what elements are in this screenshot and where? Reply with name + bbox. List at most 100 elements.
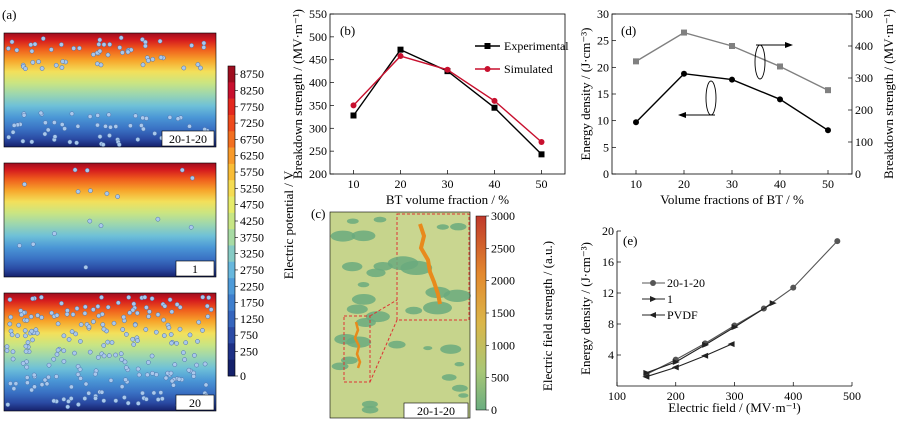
particle — [179, 167, 185, 173]
particle — [135, 401, 141, 406]
colorbar-tick-label: 7750 — [240, 100, 264, 114]
particle — [154, 372, 159, 377]
particle — [155, 312, 161, 317]
x-tick-label: 20 — [395, 177, 407, 191]
colorbar-tick-label: 6250 — [240, 149, 264, 163]
particle — [141, 126, 146, 132]
particle — [8, 314, 14, 320]
particle — [4, 348, 10, 353]
particle — [91, 52, 96, 57]
y-tick-label-left: 25 — [597, 34, 609, 48]
particle — [75, 372, 81, 377]
particle — [29, 328, 35, 334]
map-label: 1 — [192, 262, 198, 276]
particle — [121, 314, 127, 320]
data-point — [729, 76, 735, 83]
colorbar-tick-label: 2500 — [491, 241, 515, 255]
y-tick-label: 8 — [608, 317, 614, 331]
particle — [155, 216, 161, 222]
particle — [22, 181, 27, 187]
particle — [187, 332, 193, 338]
colorbar-segment — [228, 229, 235, 246]
y-axis-label: Breakdown strength / (MV·m⁻¹) — [290, 9, 305, 179]
colorbar-tick-label: 3750 — [240, 230, 264, 244]
y-tick-label: 20 — [602, 224, 614, 238]
particle — [161, 333, 167, 338]
particle — [30, 241, 36, 247]
data-point — [633, 119, 639, 126]
potential-colorbar: 8750 8250 7750 7250 6750 6250 5750 5250 4750 4250… — [227, 65, 264, 383]
particle — [24, 364, 30, 370]
particle — [72, 167, 78, 173]
legend-label: PVDF — [667, 308, 698, 322]
particle — [109, 340, 115, 345]
data-point — [643, 369, 651, 376]
field-spot — [361, 400, 378, 408]
particle — [204, 303, 210, 309]
particle — [83, 264, 89, 270]
field-spot — [330, 230, 356, 242]
colorbar-tick-label: 3000 — [491, 209, 515, 223]
y-tick-label-right: 100 — [855, 135, 873, 149]
particle — [78, 376, 83, 381]
particle — [59, 65, 65, 70]
particle — [59, 301, 64, 306]
particle — [101, 398, 107, 404]
particle — [97, 37, 103, 43]
x-tick-label: 10 — [630, 177, 642, 191]
particle — [151, 390, 157, 396]
particle — [125, 49, 131, 55]
particle — [18, 308, 24, 314]
field-spot — [454, 362, 465, 367]
particle — [49, 310, 54, 316]
x-tick-label: 400 — [784, 389, 802, 403]
particle — [61, 359, 67, 364]
y-tick-label: 500 — [309, 30, 327, 44]
field-spot — [351, 294, 376, 305]
particle — [6, 134, 12, 140]
particle — [130, 336, 136, 342]
particle — [108, 124, 113, 130]
colorbar-segment — [228, 310, 235, 328]
field-spot — [441, 374, 457, 381]
y-axis-label-left: Energy density / (J·cm⁻³) — [578, 28, 593, 161]
data-point — [491, 97, 498, 104]
particle — [7, 297, 13, 302]
particle — [9, 332, 15, 338]
x-tick-label: 50 — [822, 177, 834, 191]
particle — [21, 112, 27, 118]
particle — [189, 43, 194, 48]
particle — [11, 123, 17, 128]
particle — [177, 326, 183, 332]
particle — [206, 295, 212, 300]
particle — [123, 365, 129, 370]
particle — [88, 188, 93, 194]
field-spot — [346, 218, 359, 224]
particle — [66, 399, 71, 404]
particle — [55, 321, 61, 327]
particle — [105, 304, 111, 310]
particle — [10, 129, 16, 135]
particle — [23, 343, 29, 349]
particle — [51, 398, 57, 404]
field-spot — [423, 346, 433, 351]
particle — [135, 338, 140, 343]
colorbar-tick-label: 5250 — [240, 181, 264, 195]
particle — [122, 395, 127, 400]
y-tick-label: 300 — [309, 121, 327, 135]
particle — [195, 62, 201, 67]
particle — [144, 116, 149, 121]
particle — [87, 218, 93, 224]
data-point — [727, 341, 735, 348]
particle — [149, 353, 155, 359]
x-tick-label: 40 — [774, 177, 786, 191]
particle — [59, 122, 65, 127]
particle — [136, 372, 142, 378]
colorbar-tick-label: 2250 — [240, 279, 264, 293]
particle — [190, 175, 195, 181]
y-tick-label-right: 200 — [855, 103, 873, 117]
particle — [24, 318, 30, 323]
particle — [128, 123, 133, 129]
particle — [72, 350, 77, 356]
data-point — [825, 127, 831, 134]
